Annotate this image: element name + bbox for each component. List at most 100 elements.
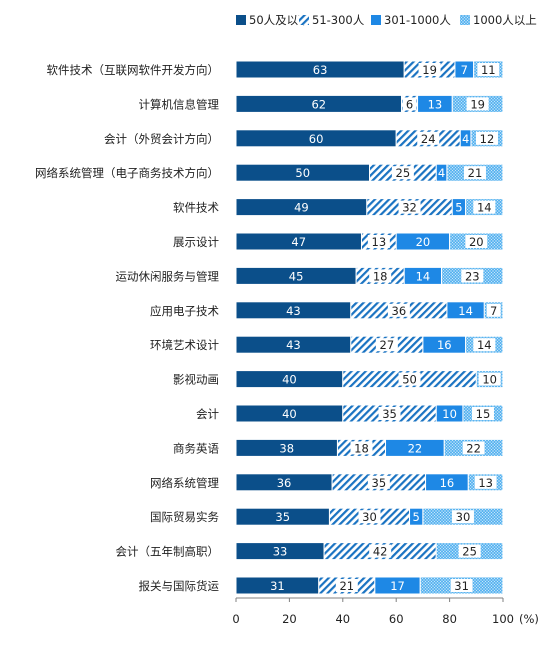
data-label: 18 (354, 441, 369, 455)
data-label-background (486, 303, 501, 317)
data-label-background (369, 269, 392, 283)
data-label: 21 (339, 579, 354, 593)
data-label: 27 (380, 338, 395, 352)
data-label: 16 (440, 476, 455, 490)
data-label: 4 (462, 132, 469, 146)
category-label: 报关与国际货运 (139, 579, 220, 593)
data-label-background (450, 579, 473, 592)
legend-label: 301-1000人 (384, 13, 451, 27)
category-label: 环境艺术设计 (150, 338, 219, 352)
data-label: 22 (466, 441, 481, 455)
x-axis: 0 20 40 60 80 100 (%) (232, 597, 539, 626)
data-label-background (378, 407, 401, 420)
data-label-background (471, 407, 494, 420)
data-label: 35 (372, 476, 387, 490)
legend-swatch (371, 15, 381, 25)
data-label-background (477, 63, 500, 76)
category-label: 网络系统管理 (150, 476, 219, 490)
data-label: 11 (481, 63, 496, 77)
data-label: 5 (413, 510, 420, 524)
data-label: 31 (270, 579, 285, 593)
data-label: 13 (478, 476, 493, 490)
data-label: 47 (291, 235, 306, 249)
category-label: 会计 (196, 407, 219, 421)
x-tick-label: 40 (335, 612, 350, 626)
data-label-background (465, 235, 488, 248)
data-label: 49 (294, 201, 309, 215)
data-label-background (387, 303, 410, 317)
category-label: 软件技术（互联网软件开发方向） (47, 63, 220, 77)
data-label: 24 (421, 132, 436, 146)
data-label: 42 (373, 545, 388, 559)
data-label: 10 (442, 407, 457, 421)
data-label-background (350, 441, 373, 455)
category-label: 应用电子技术 (150, 304, 219, 318)
data-label: 23 (465, 269, 480, 283)
data-label: 25 (462, 545, 477, 559)
data-label: 19 (470, 97, 485, 111)
category-label: 会计（五年制高职） (116, 545, 220, 559)
data-label: 14 (477, 338, 492, 352)
data-label: 35 (275, 510, 290, 524)
data-label: 10 (482, 373, 497, 387)
data-label: 31 (454, 579, 469, 593)
category-label: 软件技术 (173, 201, 219, 215)
data-label: 43 (286, 304, 301, 318)
data-label: 5 (455, 201, 462, 215)
data-label: 35 (382, 407, 397, 421)
data-label: 12 (480, 132, 495, 146)
data-label: 14 (458, 304, 473, 318)
data-label: 22 (408, 441, 423, 455)
data-label-background (473, 200, 496, 214)
x-tick-label: 100 (492, 612, 514, 626)
data-label: 30 (362, 510, 377, 524)
data-label: 20 (416, 235, 431, 249)
data-label-background (335, 579, 358, 592)
data-label-background (367, 235, 390, 248)
data-label: 20 (469, 235, 484, 249)
category-label: 运动休闲服务与管理 (116, 269, 220, 283)
data-label: 6 (406, 97, 413, 111)
data-label-background (417, 131, 440, 145)
data-label: 14 (477, 201, 492, 215)
legend-swatch (299, 15, 309, 25)
data-label-background (475, 131, 498, 145)
data-label-background (478, 372, 501, 386)
data-label: 13 (428, 97, 443, 111)
data-label: 36 (277, 476, 292, 490)
legend-label: 1000人以上 (473, 13, 537, 27)
data-label-background (398, 200, 421, 214)
data-label: 14 (416, 269, 431, 283)
legend-label: 51-300人 (312, 13, 365, 27)
data-label-background (451, 510, 474, 524)
x-tick-label: 60 (389, 612, 404, 626)
data-label: 38 (279, 441, 294, 455)
data-label-background (418, 63, 441, 76)
data-label: 33 (273, 545, 288, 559)
data-label: 30 (456, 510, 471, 524)
category-label: 展示设计 (173, 235, 219, 249)
x-tick-label: 0 (232, 612, 239, 626)
data-label: 40 (282, 407, 297, 421)
data-label: 7 (461, 63, 468, 77)
data-label: 21 (468, 166, 483, 180)
x-tick-label: 20 (282, 612, 297, 626)
data-label-background (391, 166, 414, 180)
data-label-background (358, 510, 381, 524)
data-label-background (462, 441, 485, 455)
category-label: 计算机信息管理 (139, 97, 220, 111)
category-label: 国际贸易实务 (150, 510, 219, 524)
data-label: 50 (295, 166, 310, 180)
data-label: 43 (286, 338, 301, 352)
category-label: 会计（外贸会计方向） (104, 132, 219, 146)
data-label: 7 (490, 304, 497, 318)
category-label: 影视动画 (173, 373, 219, 387)
data-label-background (461, 269, 484, 283)
data-label: 60 (309, 132, 324, 146)
data-label-background (458, 544, 481, 558)
data-label-background (367, 475, 390, 489)
data-label-background (474, 475, 497, 489)
